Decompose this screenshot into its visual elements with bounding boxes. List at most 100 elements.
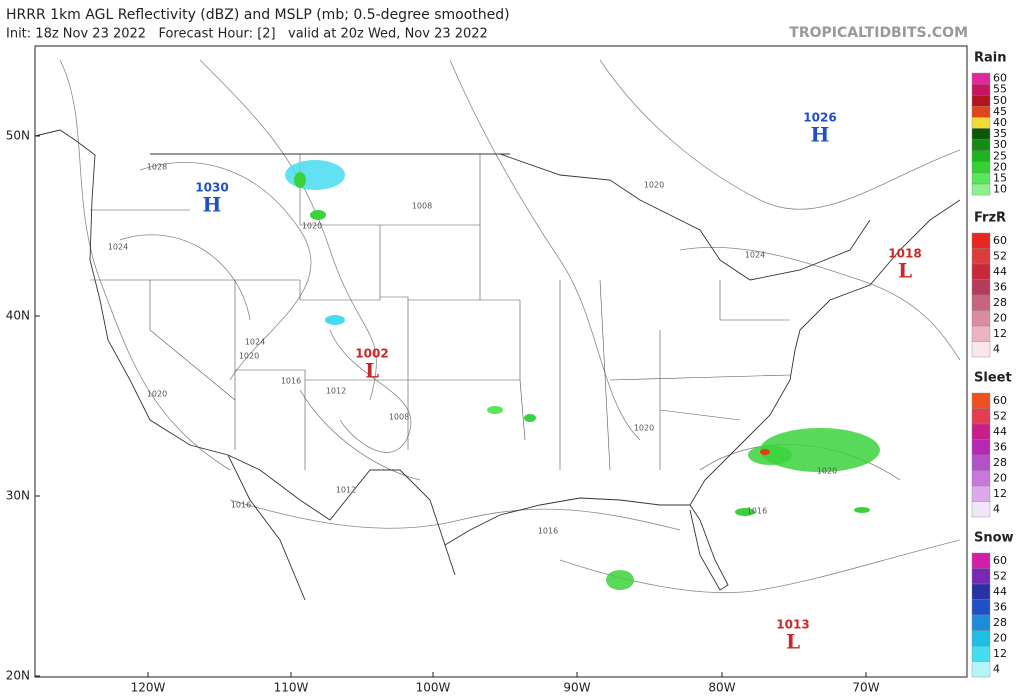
legend-level: 55 xyxy=(993,83,1007,96)
legend-swatch xyxy=(971,599,991,616)
legend-swatch xyxy=(971,552,991,569)
legend-swatch xyxy=(971,310,991,327)
legend-level: 44 xyxy=(993,585,1007,598)
legend-level: 44 xyxy=(993,265,1007,278)
precip xyxy=(285,160,880,590)
legend-level: 36 xyxy=(993,280,1007,293)
legend-level: 52 xyxy=(993,409,1007,422)
legend-level: 20 xyxy=(993,160,1007,173)
legend-level: 60 xyxy=(993,554,1007,567)
legend-level: 10 xyxy=(993,183,1007,196)
pressure-letter: L xyxy=(898,259,912,283)
legend-swatch xyxy=(971,454,991,471)
legend-swatch xyxy=(971,150,991,162)
legend-swatch xyxy=(971,294,991,311)
lon-label: 90W xyxy=(563,681,590,695)
legend-title: Sleet xyxy=(974,371,1012,386)
lon-label: 100W xyxy=(416,681,451,695)
pressure-value: 1018 xyxy=(888,247,921,261)
legend-level: 12 xyxy=(993,647,1007,660)
pressure-letter: L xyxy=(786,630,800,654)
title: HRRR 1km AGL Reflectivity (dBZ) and MSLP… xyxy=(6,7,510,23)
isobar-label: 1016 xyxy=(231,501,251,510)
legend-swatch xyxy=(971,94,991,107)
legend-level: 20 xyxy=(993,311,1007,324)
legend-swatch xyxy=(971,501,991,518)
legend-level: 52 xyxy=(993,569,1007,582)
pressure-letter: H xyxy=(811,123,830,147)
legend-level: 50 xyxy=(993,94,1007,107)
legend-level: 4 xyxy=(993,502,1000,515)
legend-level: 44 xyxy=(993,425,1007,438)
isobar-label: 1008 xyxy=(412,202,432,211)
isobar-label: 1016 xyxy=(281,377,301,386)
subtitle: Init: 18z Nov 23 2022 Forecast Hour: [2]… xyxy=(6,27,488,42)
legend-level: 20 xyxy=(993,631,1007,644)
lon-label: 110W xyxy=(274,681,309,695)
state-borders xyxy=(90,154,791,471)
lat-label: 20N xyxy=(6,669,30,683)
legend-swatch xyxy=(971,439,991,456)
legend-swatch xyxy=(971,423,991,440)
isobar-label: 1020 xyxy=(302,222,322,231)
isobar-label: 1012 xyxy=(336,486,356,495)
legend-title: FrzR xyxy=(974,211,1006,226)
legend-level: 28 xyxy=(993,296,1007,309)
legend-level: 36 xyxy=(993,600,1007,613)
legend-level: 25 xyxy=(993,149,1007,162)
legend-swatch xyxy=(971,72,991,85)
lon-label: 80W xyxy=(708,681,735,695)
lat-label: 40N xyxy=(6,309,30,323)
legend-swatch xyxy=(971,83,991,96)
isobar-label: 1020 xyxy=(817,467,837,476)
legend-swatch xyxy=(971,161,991,174)
lon-label: 70W xyxy=(852,681,879,695)
legend-level: 60 xyxy=(993,394,1007,407)
legend-swatch xyxy=(971,661,991,678)
isobar-label: 1024 xyxy=(245,338,265,347)
legend-swatch xyxy=(971,232,991,249)
legend-swatch xyxy=(971,172,991,185)
legend-swatch xyxy=(971,583,991,600)
isobar-label: 1020 xyxy=(239,352,259,361)
legend-level: 4 xyxy=(993,662,1000,675)
isobar-label: 1028 xyxy=(147,163,167,172)
legend-swatch xyxy=(971,279,991,296)
legend-swatch xyxy=(971,568,991,585)
legend-title: Rain xyxy=(974,51,1007,66)
legend-level: 52 xyxy=(993,249,1007,262)
legend-swatch xyxy=(971,117,991,129)
legend-swatch xyxy=(971,106,991,118)
legend-swatch xyxy=(971,325,991,342)
pressure-value: 1030 xyxy=(195,181,228,195)
isobar-label: 1008 xyxy=(389,413,409,422)
legend-swatch xyxy=(971,485,991,502)
pressure-value: 1002 xyxy=(355,347,388,361)
legend-swatch xyxy=(971,139,991,151)
pressure-letter: H xyxy=(203,193,222,217)
legend-level: 45 xyxy=(993,105,1007,118)
map-frame xyxy=(34,45,968,678)
legend-swatch xyxy=(971,392,991,409)
legend-level: 12 xyxy=(993,327,1007,340)
isobar-label: 1020 xyxy=(147,390,167,399)
isobar-label: 1024 xyxy=(745,251,765,260)
coastlines xyxy=(34,129,961,601)
legend-swatch xyxy=(971,630,991,647)
legend-level: 28 xyxy=(993,616,1007,629)
legend-swatch xyxy=(971,614,991,631)
legend-level: 30 xyxy=(993,138,1007,151)
legend-level: 40 xyxy=(993,116,1007,129)
isobar-label: 1016 xyxy=(747,507,767,516)
isobar-label: 1020 xyxy=(644,181,664,190)
legend-title: Snow xyxy=(974,531,1014,546)
pressure-value: 1026 xyxy=(803,111,836,125)
legend-level: 15 xyxy=(993,171,1007,184)
lon-label: 120W xyxy=(131,681,166,695)
legend-swatch xyxy=(971,470,991,487)
legend-swatch xyxy=(971,645,991,662)
legend-swatch xyxy=(971,183,991,196)
watermark: TROPICALTIDBITS.COM xyxy=(789,25,968,41)
legend-level: 60 xyxy=(993,72,1007,85)
